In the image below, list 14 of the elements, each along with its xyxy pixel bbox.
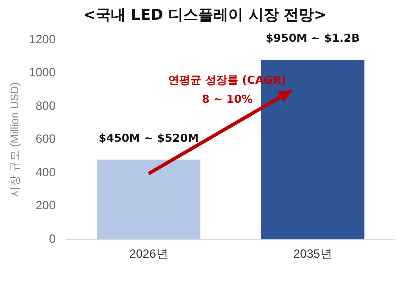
y-tick-label: 1200 [29, 32, 56, 47]
chart-title: <국내 LED 디스플레이 시장 전망> [82, 6, 328, 25]
annotation: $450M ~ $520M [98, 132, 199, 145]
y-axis-title: 시장 규모 (Million USD) [10, 82, 22, 198]
y-tick-label: 600 [36, 132, 56, 146]
y-tick-label: 400 [36, 165, 56, 180]
y-tick-label: 200 [36, 198, 56, 213]
annotation: 8 ~ 10% [202, 93, 253, 106]
annotation: $950M ~ $1.2B [266, 32, 360, 46]
y-tick-label: 0 [49, 232, 56, 246]
x-tick-label: 2035년 [294, 247, 332, 262]
y-tick-label: 800 [36, 98, 56, 113]
x-tick-label: 2026년 [130, 247, 168, 262]
y-tick-label: 1000 [29, 66, 56, 80]
